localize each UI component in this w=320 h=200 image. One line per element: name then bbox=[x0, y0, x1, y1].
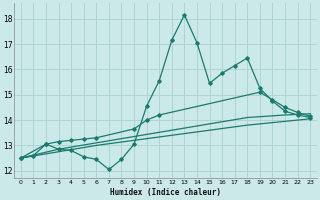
X-axis label: Humidex (Indice chaleur): Humidex (Indice chaleur) bbox=[110, 188, 221, 197]
